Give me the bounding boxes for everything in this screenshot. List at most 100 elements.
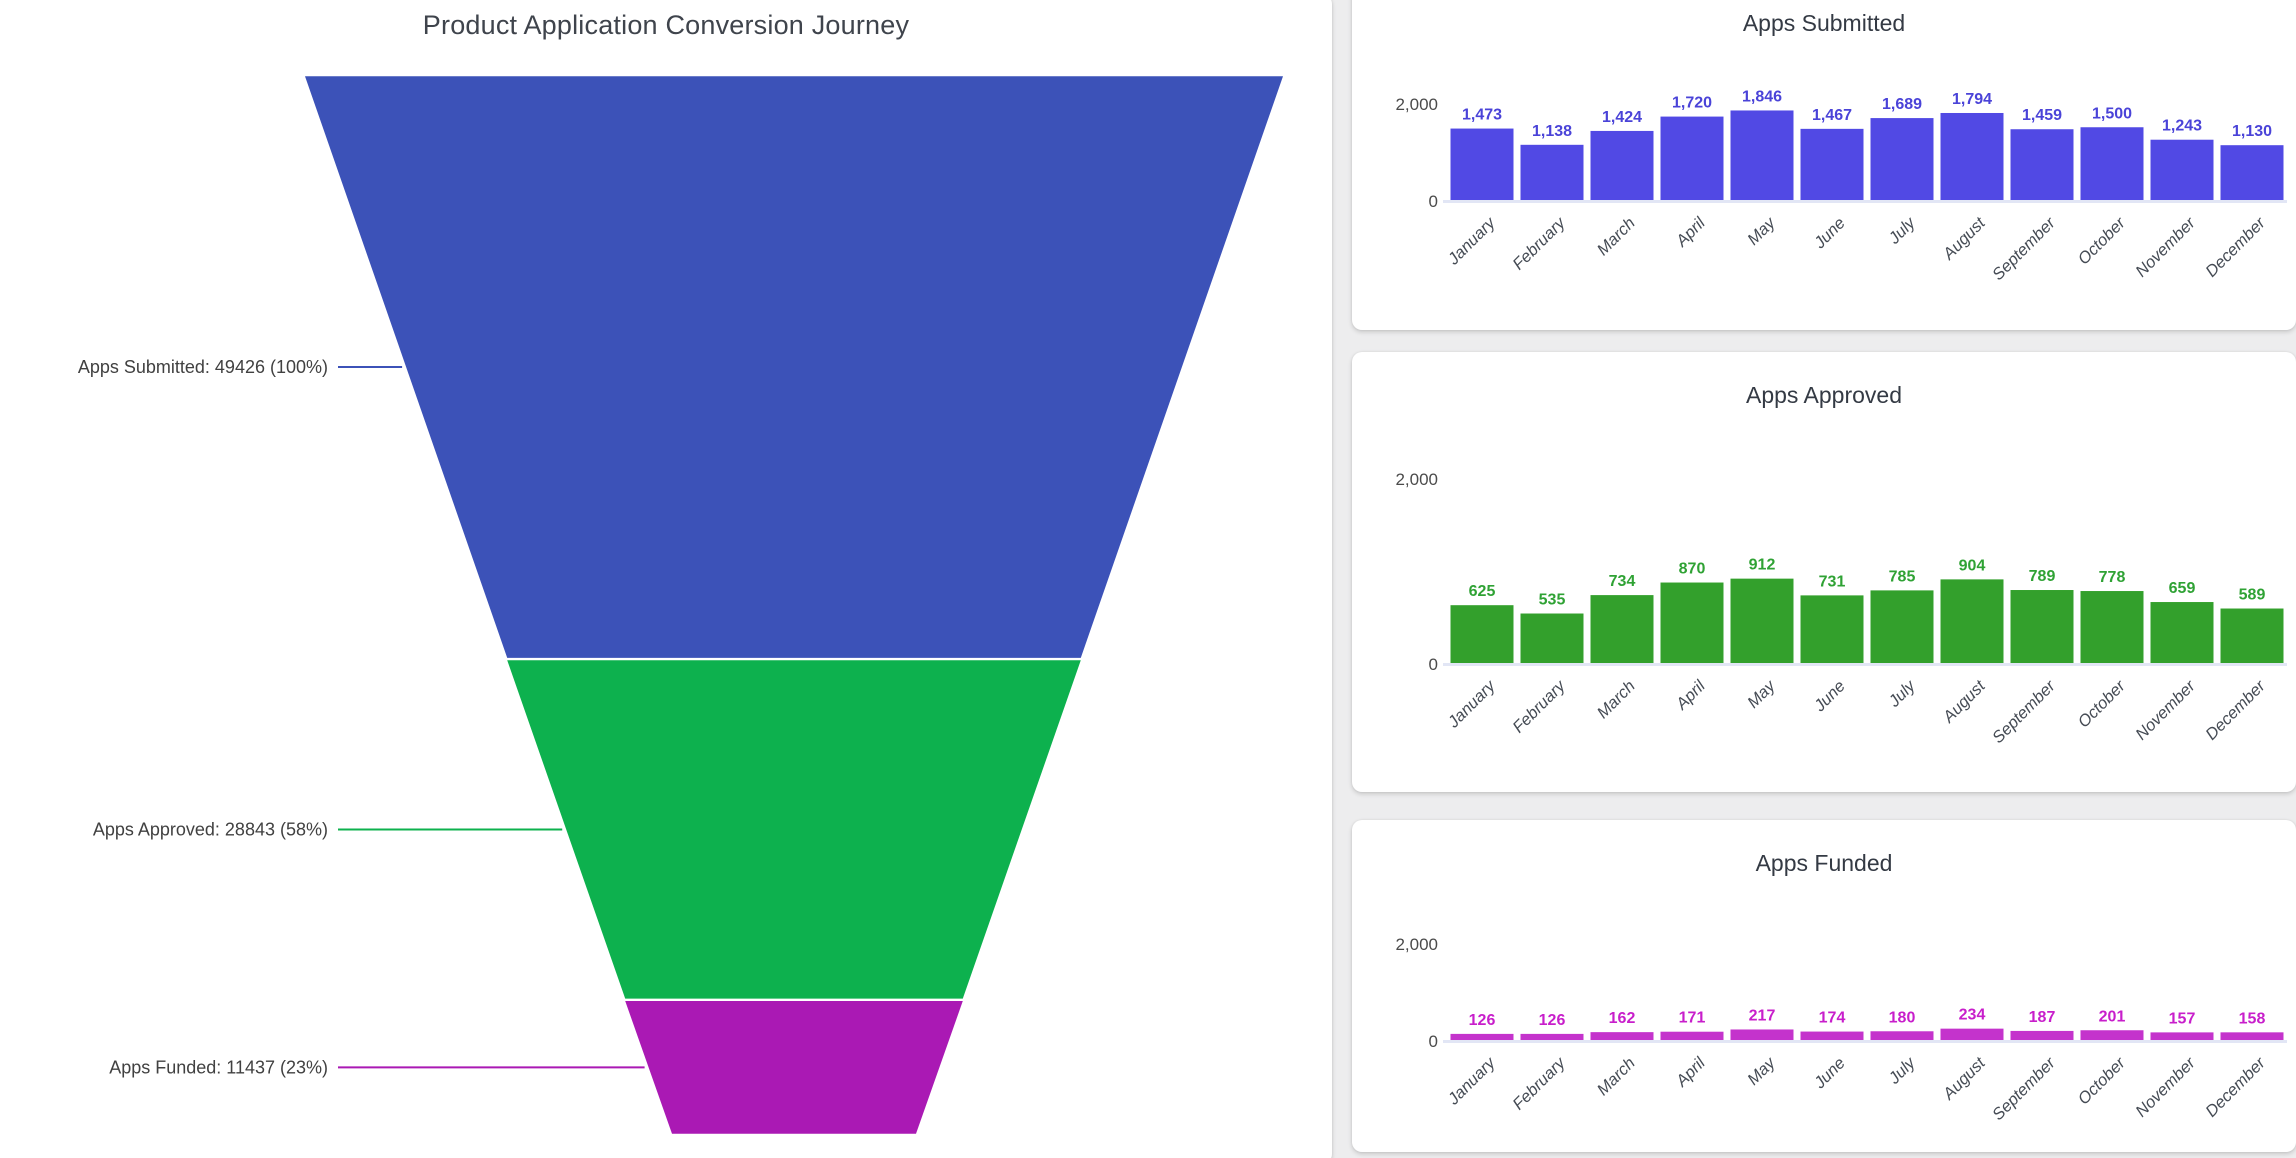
bar-august[interactable] [1940, 1028, 2004, 1040]
bar-october[interactable] [2080, 127, 2144, 200]
bar-december[interactable] [2220, 608, 2284, 663]
bar-chart-apps-submitted: 2,000 0 1,473 January 1,138 February 1,424 Marc… [1395, 88, 2287, 284]
funnel-stage-label-apps-approved: Apps Approved: 28843 (58%) [93, 819, 328, 839]
funnel-chart: Apps Submitted: 49426 (100%) Apps Approve… [78, 76, 1283, 1134]
bar-value-label-december: 158 [2239, 1010, 2266, 1027]
bar-value-label-january: 126 [1469, 1012, 1496, 1029]
chart-title-apps-submitted: Apps Submitted [1742, 10, 1906, 36]
funnel-stage-label-apps-funded: Apps Funded: 11437 (23%) [109, 1057, 328, 1077]
bar-july[interactable] [1870, 590, 1934, 663]
bar-value-label-october: 1,500 [2092, 105, 2132, 122]
bar-february[interactable] [1520, 1033, 1584, 1040]
bar-value-label-september: 187 [2029, 1009, 2056, 1026]
bar-january[interactable] [1450, 605, 1514, 663]
x-tick-label-june: June [1810, 214, 1849, 253]
x-tick-label-january: January [1444, 676, 1500, 732]
funnel-card: Product Application Conversion Journey A… [0, 0, 1332, 1158]
bar-value-label-may: 912 [1749, 557, 1776, 574]
funnel-title: Product Application Conversion Journey [422, 10, 910, 40]
y-axis-tick-zero: 0 [1429, 192, 1438, 211]
funnel-segment-apps-approved[interactable] [507, 660, 1081, 999]
bar-december[interactable] [2220, 145, 2284, 200]
bar-september[interactable] [2010, 1030, 2074, 1040]
y-axis-tick-max: 2,000 [1395, 470, 1438, 489]
bar-october[interactable] [2080, 1030, 2144, 1040]
bar-april[interactable] [1660, 116, 1724, 200]
bar-june[interactable] [1800, 1031, 1864, 1040]
bar-may[interactable] [1730, 110, 1794, 200]
x-tick-label-august: August [1939, 213, 1990, 264]
x-tick-label-october: October [2075, 213, 2130, 268]
x-tick-label-december: December [2202, 1053, 2270, 1121]
x-tick-label-august: August [1939, 676, 1990, 727]
bar-march[interactable] [1590, 1032, 1654, 1040]
bar-value-label-march: 162 [1609, 1010, 1636, 1027]
bar-august[interactable] [1940, 112, 2004, 200]
chart-card-apps-submitted: Apps Submitted 2,000 0 1,473 January 1,138 Fe… [1352, 0, 2296, 330]
bar-february[interactable] [1520, 613, 1584, 663]
bar-november[interactable] [2150, 602, 2214, 663]
bar-july[interactable] [1870, 118, 1934, 200]
chart-title-apps-approved: Apps Approved [1745, 382, 1902, 408]
bar-june[interactable] [1800, 595, 1864, 663]
bar-january[interactable] [1450, 1033, 1514, 1040]
bar-march[interactable] [1590, 130, 1654, 200]
bar-value-label-september: 789 [2029, 568, 2056, 585]
bar-value-label-november: 1,243 [2162, 118, 2202, 135]
x-tick-label-march: March [1594, 1054, 1639, 1099]
bar-value-label-february: 126 [1539, 1012, 1566, 1029]
bar-june[interactable] [1800, 128, 1864, 200]
chart-title-apps-funded: Apps Funded [1755, 850, 1893, 876]
bar-september[interactable] [2010, 590, 2074, 663]
x-tick-label-may: May [1744, 1053, 1780, 1089]
bar-may[interactable] [1730, 1029, 1794, 1040]
x-tick-label-february: February [1509, 213, 1570, 274]
bar-value-label-december: 1,130 [2232, 123, 2272, 140]
bar-chart-apps-funded: 2,000 0 126 January 126 February 162 March 171 Ap… [1395, 935, 2287, 1124]
bar-september[interactable] [2010, 129, 2074, 200]
x-tick-label-may: May [1744, 213, 1780, 249]
x-tick-label-march: March [1594, 214, 1639, 259]
bar-value-label-july: 1,689 [1882, 96, 1922, 113]
bar-may[interactable] [1730, 578, 1794, 663]
x-tick-label-april: April [1672, 676, 1710, 714]
bar-april[interactable] [1660, 1031, 1724, 1040]
x-tick-label-october: October [2075, 676, 2130, 731]
bar-chart-apps-approved: 2,000 0 625 January 535 February 734 March 870 Ap… [1395, 470, 2287, 747]
bar-value-label-may: 217 [1749, 1007, 1776, 1024]
x-tick-label-june: June [1810, 677, 1849, 716]
bar-value-label-april: 1,720 [1672, 95, 1712, 112]
bar-value-label-february: 535 [1539, 592, 1566, 609]
x-tick-label-july: July [1885, 676, 1920, 711]
bar-december[interactable] [2220, 1032, 2284, 1040]
funnel-segment-apps-funded[interactable] [625, 1001, 963, 1134]
bar-november[interactable] [2150, 1032, 2214, 1040]
bar-august[interactable] [1940, 579, 2004, 663]
bar-value-label-april: 171 [1679, 1010, 1706, 1027]
bar-value-label-may: 1,846 [1742, 88, 1782, 105]
bar-value-label-august: 1,794 [1952, 91, 1992, 108]
x-tick-label-june: June [1810, 1054, 1849, 1093]
bar-value-label-september: 1,459 [2022, 107, 2062, 124]
y-axis-tick-max: 2,000 [1395, 935, 1438, 954]
x-tick-label-september: September [1989, 676, 2060, 747]
funnel-segment-apps-submitted[interactable] [305, 76, 1283, 658]
x-tick-label-november: November [2132, 213, 2200, 281]
funnel-stage-label-apps-submitted: Apps Submitted: 49426 (100%) [78, 357, 328, 377]
bar-february[interactable] [1520, 144, 1584, 200]
bar-october[interactable] [2080, 591, 2144, 663]
y-axis-tick-max: 2,000 [1395, 95, 1438, 114]
bar-value-label-october: 201 [2099, 1008, 2126, 1025]
x-tick-label-may: May [1744, 676, 1780, 712]
bar-value-label-august: 234 [1959, 1007, 1986, 1024]
x-tick-label-january: January [1444, 1053, 1500, 1109]
x-tick-label-september: September [1989, 213, 2060, 284]
x-tick-label-october: October [2075, 1053, 2130, 1108]
bar-april[interactable] [1660, 582, 1724, 663]
x-tick-label-february: February [1509, 1053, 1570, 1114]
bar-january[interactable] [1450, 128, 1514, 200]
bar-march[interactable] [1590, 595, 1654, 663]
bar-july[interactable] [1870, 1031, 1934, 1040]
y-axis-tick-zero: 0 [1429, 655, 1438, 674]
bar-november[interactable] [2150, 139, 2214, 200]
